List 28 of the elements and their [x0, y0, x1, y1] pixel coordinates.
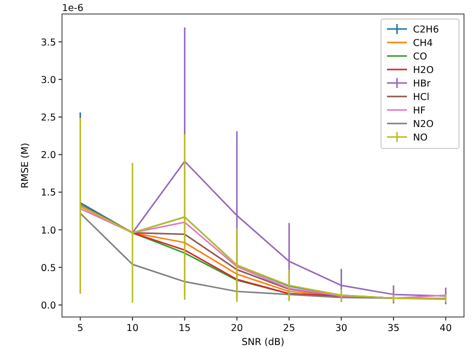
x-tick-label: 10: [126, 323, 139, 334]
x-tick-label: 5: [77, 323, 84, 334]
x-tick-label: 20: [230, 323, 243, 334]
y-tick-label: 3.5: [40, 37, 56, 48]
text: 1e-6: [62, 3, 84, 14]
x-tick-label: 35: [387, 323, 400, 334]
y-tick-label: 0.5: [40, 262, 56, 274]
legend-label: NO: [413, 132, 428, 144]
x-tick-label: 25: [283, 323, 296, 334]
legend-label: C2H6: [413, 24, 439, 36]
x-axis-title: SNR (dB): [242, 337, 284, 348]
x-tick-label: 30: [335, 323, 348, 334]
y-tick-label: 1.5: [40, 188, 56, 199]
legend-label: HBr: [413, 78, 431, 90]
x-tick-label: 40: [440, 323, 452, 334]
y-tick-label: 2.5: [40, 112, 56, 124]
legend-label: HF: [413, 106, 426, 116]
legend-label: N2O: [413, 119, 434, 130]
y-tick-label: 2.0: [40, 150, 56, 162]
y-axis-title: RMSE (M): [20, 142, 31, 188]
legend-label: H2O: [413, 65, 434, 76]
x-tick-label: 15: [178, 323, 191, 334]
legend-label: HCl: [413, 92, 430, 103]
legend-label: CO: [413, 52, 428, 62]
y-tick-label: 3.0: [40, 74, 56, 86]
legend-label: CH4: [413, 38, 433, 49]
y-tick-label: 1.0: [40, 225, 56, 236]
y-tick-label: 0.0: [40, 300, 56, 312]
